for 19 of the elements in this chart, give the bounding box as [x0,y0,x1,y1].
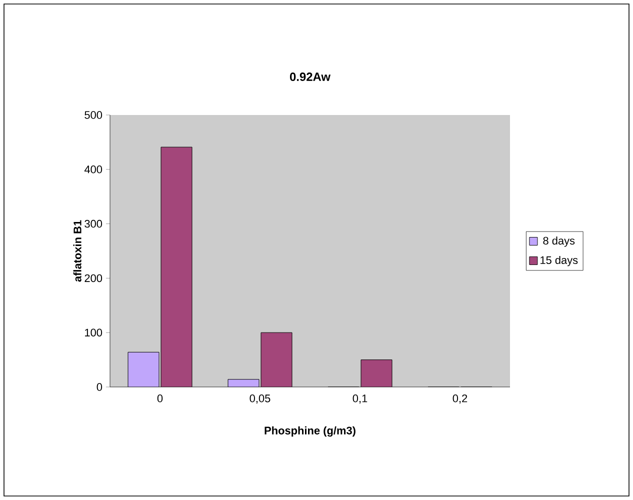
y-tick-label: 0 [96,383,102,391]
y-tick-label: 500 [84,111,102,119]
x-tick-label: 0,05 [250,394,270,404]
y-tick-label: 400 [84,166,102,174]
x-axis-title: Phosphine (g/m3) [264,426,356,437]
legend-label: 8 days [543,236,575,247]
y-tick-label: 100 [85,328,102,336]
y-axis-title: aflatoxin B1 [73,220,82,282]
legend-label: 15 days [540,256,578,266]
y-tick-label: 300 [84,220,102,228]
y-tick-label: 200 [84,274,102,282]
bar [361,360,392,387]
bar [128,352,160,387]
x-tick-label: 0,1 [352,394,368,404]
chart-title: 0.92Aw [290,72,331,81]
bar [261,332,292,387]
x-tick-label: 0 [157,394,163,402]
bar [161,147,192,387]
x-tick-label: 0,2 [452,394,468,404]
